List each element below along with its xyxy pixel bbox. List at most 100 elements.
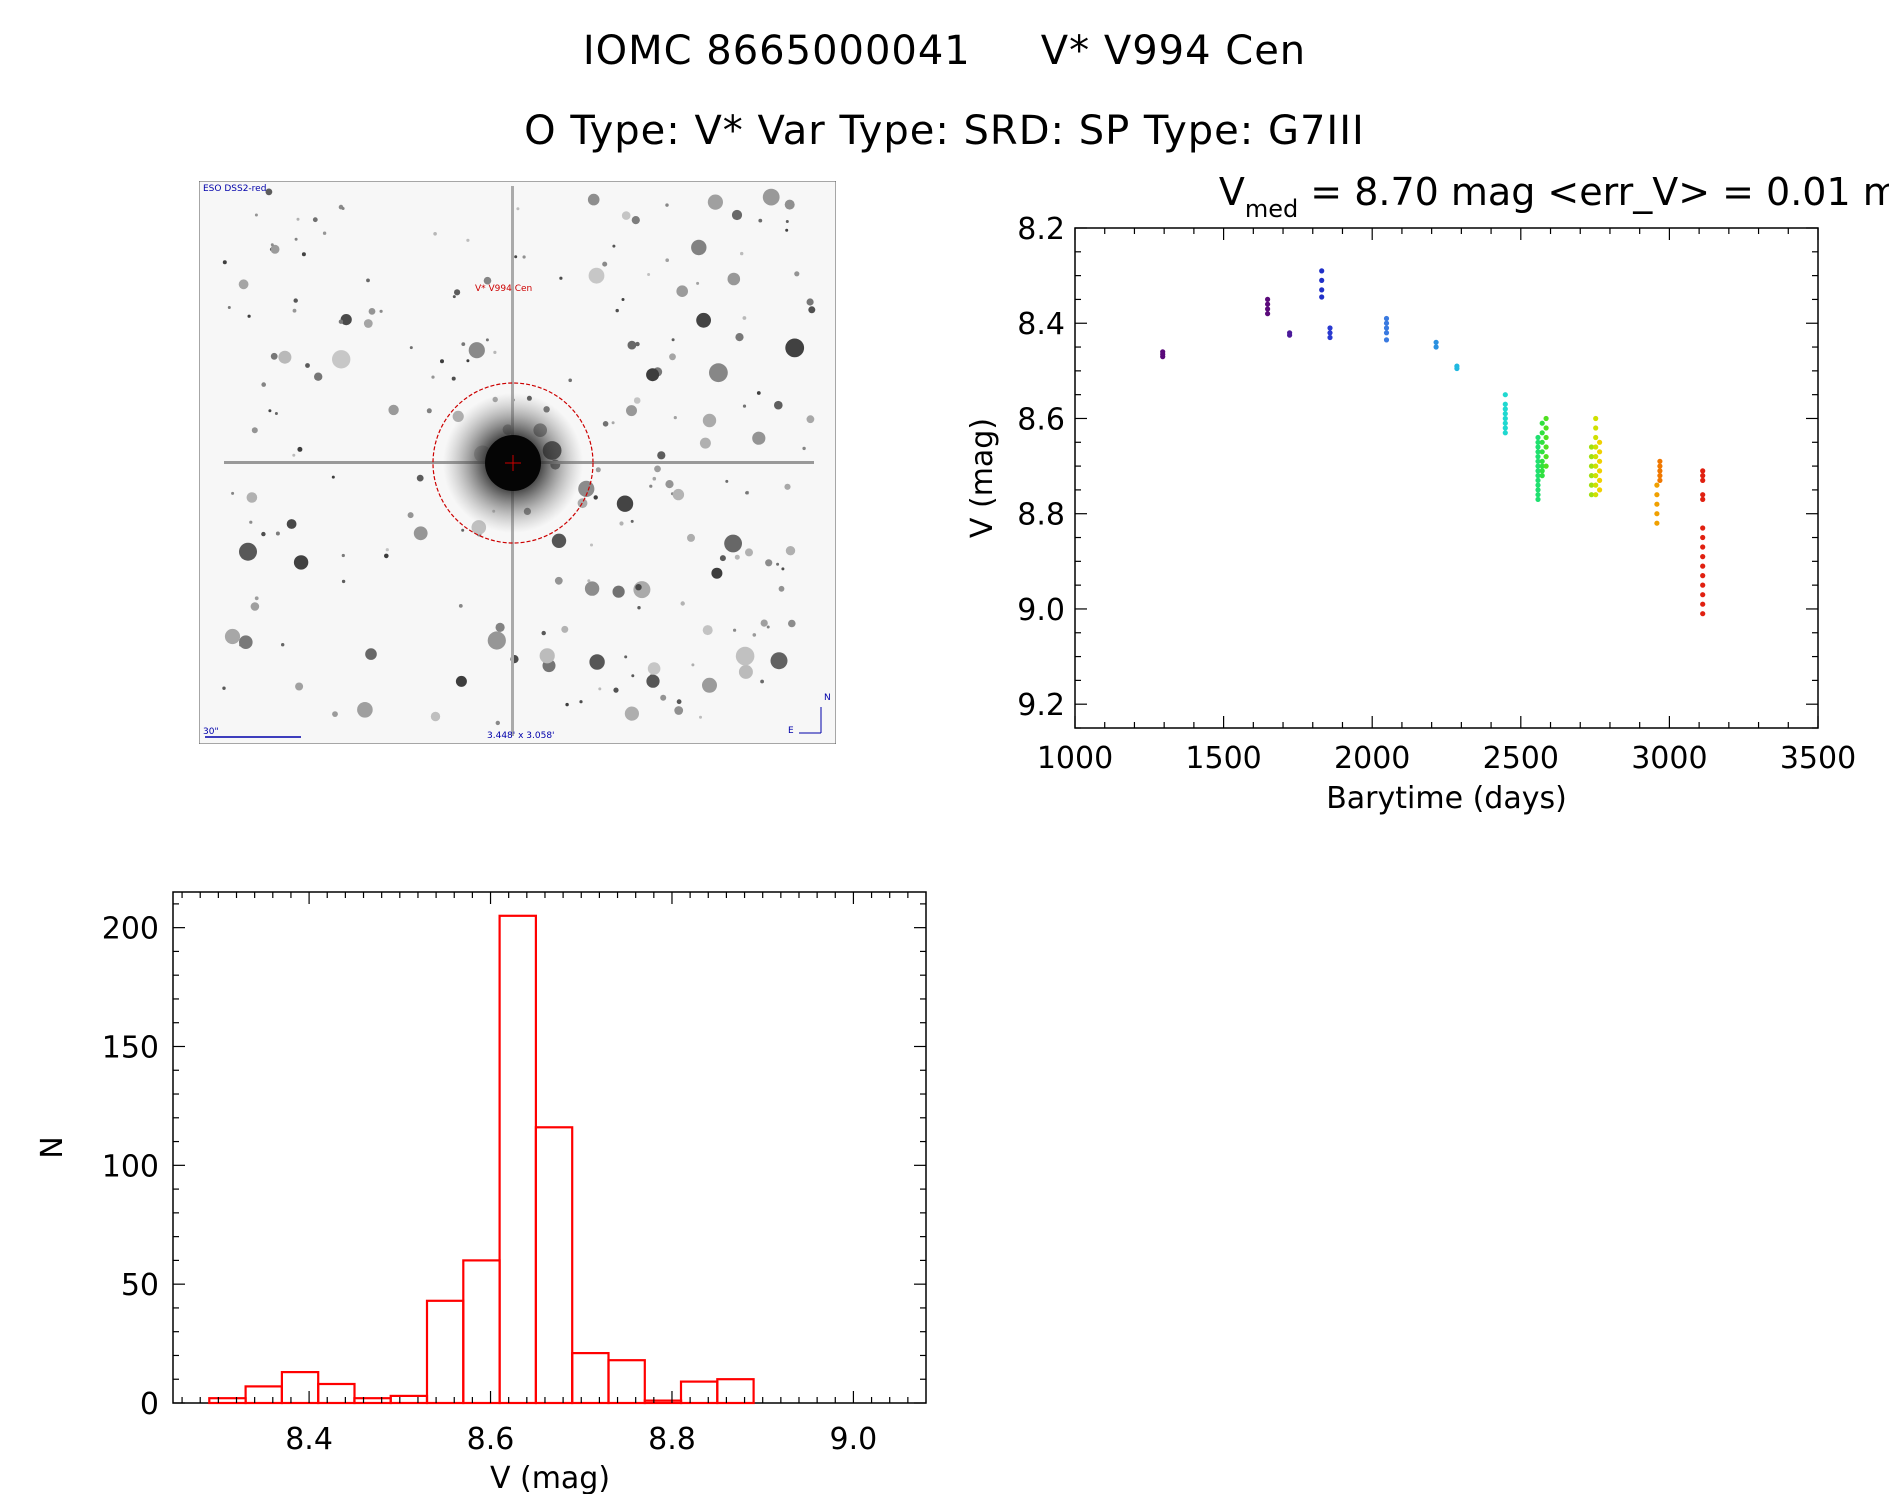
field-star <box>451 376 456 381</box>
field-star <box>239 542 257 561</box>
data-point <box>1535 492 1541 498</box>
field-star <box>711 567 723 579</box>
field-star <box>286 519 297 529</box>
data-point <box>1700 496 1706 502</box>
data-point <box>1327 330 1333 336</box>
field-star <box>559 276 563 280</box>
field-star <box>776 562 780 566</box>
field-star <box>409 346 413 350</box>
field-star <box>458 604 463 608</box>
histogram-bar <box>498 914 538 1405</box>
field-star <box>808 306 816 314</box>
x-tick-label: 9.0 <box>830 1422 878 1457</box>
field-star <box>621 298 625 301</box>
histogram-bar <box>425 1299 465 1405</box>
field-star <box>624 706 639 721</box>
field-star <box>295 682 304 691</box>
field-star <box>742 404 747 408</box>
field-star <box>588 267 605 284</box>
field-star <box>593 495 598 500</box>
field-star <box>385 548 389 552</box>
field-star <box>756 391 761 395</box>
field-star <box>665 203 669 207</box>
field-star <box>611 421 615 425</box>
field-star <box>806 415 815 424</box>
field-star <box>619 521 624 526</box>
field-star <box>788 619 796 628</box>
field-star <box>652 476 657 481</box>
data-point <box>1597 468 1603 474</box>
field-star <box>735 333 744 342</box>
field-star <box>224 628 241 645</box>
field-star <box>222 260 227 265</box>
data-point <box>1543 425 1549 431</box>
data-point <box>1700 492 1706 498</box>
x-tick-label: 8.8 <box>648 1422 696 1457</box>
field-star <box>274 412 278 415</box>
field-star <box>766 625 770 629</box>
field-star <box>322 231 327 235</box>
field-star <box>568 378 572 383</box>
data-point <box>1265 311 1271 317</box>
data-point <box>1657 473 1663 479</box>
field-star <box>595 467 601 473</box>
data-point <box>1160 354 1166 360</box>
field-star <box>627 340 637 350</box>
data-point <box>1654 511 1660 517</box>
field-star <box>554 576 563 585</box>
field-star <box>461 342 466 346</box>
target-label: V* V994 Cen <box>475 284 532 294</box>
histogram-bar <box>607 1359 646 1405</box>
field-star <box>332 350 351 369</box>
field-star <box>388 404 399 416</box>
histogram-bar <box>571 1351 610 1405</box>
field-star <box>676 285 688 297</box>
data-point <box>1539 463 1545 469</box>
field-star <box>589 654 605 670</box>
field-star <box>357 702 373 718</box>
field-star <box>541 630 546 636</box>
field-star <box>363 319 373 328</box>
field-star <box>430 711 441 722</box>
data-point <box>1502 392 1508 398</box>
data-point <box>1700 563 1706 569</box>
field-star <box>270 352 278 360</box>
field-star <box>635 584 642 591</box>
field-star <box>674 706 684 715</box>
data-point <box>1700 582 1706 588</box>
field-star <box>590 543 593 547</box>
x-tick-label: 8.6 <box>467 1422 515 1457</box>
data-point <box>1535 468 1541 474</box>
y-tick-label: 150 <box>102 1030 159 1065</box>
histogram-bar <box>389 1394 429 1405</box>
data-point <box>1593 473 1599 479</box>
data-point <box>1327 334 1333 341</box>
field-star <box>647 273 651 276</box>
data-point <box>1383 320 1390 326</box>
histogram-bar <box>208 1397 247 1405</box>
field-star <box>246 492 258 503</box>
field-star <box>676 699 682 705</box>
data-point <box>1535 444 1541 450</box>
field-star <box>784 199 795 210</box>
data-point <box>1700 592 1706 598</box>
field-star <box>516 207 520 211</box>
data-point <box>1502 420 1508 426</box>
field-star <box>752 633 757 637</box>
chart-title: IOMC 8665000041 V* V994 Cen <box>0 28 1889 74</box>
histogram-bar <box>716 1378 755 1405</box>
data-point <box>1383 315 1390 322</box>
field-star <box>742 316 747 320</box>
data-point <box>1588 463 1595 469</box>
field-star <box>249 520 253 524</box>
field-star <box>461 528 465 532</box>
data-point <box>1383 325 1390 331</box>
field-star <box>734 554 740 560</box>
data-point <box>1597 458 1603 464</box>
field-star <box>368 308 376 315</box>
star-name: V* V994 Cen <box>1040 28 1307 74</box>
field-star <box>250 602 260 611</box>
field-star <box>665 258 669 262</box>
field-star <box>231 491 235 495</box>
field-star <box>699 437 711 449</box>
